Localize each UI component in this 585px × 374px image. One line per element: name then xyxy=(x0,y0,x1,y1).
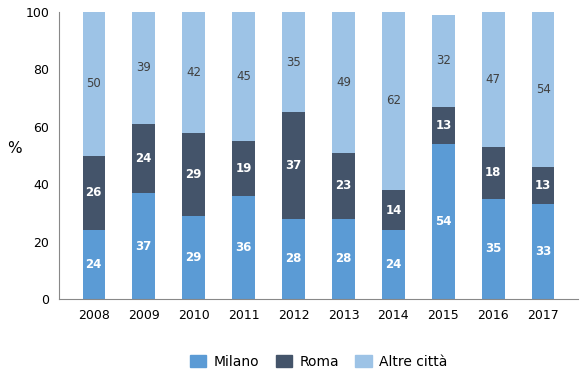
Bar xyxy=(132,124,155,193)
Bar xyxy=(183,12,205,133)
Bar xyxy=(232,12,255,141)
Text: 54: 54 xyxy=(536,83,550,96)
Text: 28: 28 xyxy=(285,252,302,266)
Bar xyxy=(382,190,405,230)
Bar xyxy=(532,167,555,205)
Text: 29: 29 xyxy=(185,168,202,181)
Text: 37: 37 xyxy=(285,159,302,172)
Text: 23: 23 xyxy=(335,179,352,192)
Bar xyxy=(283,113,305,219)
Bar xyxy=(432,107,455,144)
Text: 32: 32 xyxy=(436,54,451,67)
Bar xyxy=(532,205,555,299)
Bar xyxy=(532,12,555,167)
Text: 37: 37 xyxy=(136,240,152,252)
Bar xyxy=(82,12,105,156)
Bar xyxy=(132,12,155,124)
Bar xyxy=(332,219,355,299)
Bar xyxy=(382,12,405,190)
Bar xyxy=(332,12,355,153)
Bar xyxy=(332,153,355,219)
Text: 29: 29 xyxy=(185,251,202,264)
Bar xyxy=(232,196,255,299)
Legend: Milano, Roma, Altre città: Milano, Roma, Altre città xyxy=(184,349,453,374)
Text: 35: 35 xyxy=(286,56,301,69)
Bar xyxy=(432,144,455,299)
Bar xyxy=(183,216,205,299)
Text: 18: 18 xyxy=(485,166,501,179)
Text: 47: 47 xyxy=(486,73,501,86)
Text: 19: 19 xyxy=(235,162,252,175)
Text: 33: 33 xyxy=(535,245,551,258)
Bar xyxy=(382,230,405,299)
Bar xyxy=(132,193,155,299)
Text: 36: 36 xyxy=(235,241,252,254)
Text: 14: 14 xyxy=(386,204,402,217)
Text: 62: 62 xyxy=(386,95,401,107)
Text: 13: 13 xyxy=(435,119,452,132)
Text: 35: 35 xyxy=(485,242,501,255)
Bar xyxy=(82,156,105,230)
Text: 28: 28 xyxy=(335,252,352,266)
Bar xyxy=(482,147,504,199)
Bar xyxy=(232,141,255,196)
Bar xyxy=(82,230,105,299)
Text: 13: 13 xyxy=(535,179,551,192)
Text: 39: 39 xyxy=(136,61,151,74)
Bar xyxy=(482,12,504,147)
Text: 50: 50 xyxy=(87,77,101,90)
Text: 45: 45 xyxy=(236,70,251,83)
Bar xyxy=(183,133,205,216)
Bar xyxy=(283,12,305,113)
Bar xyxy=(283,219,305,299)
Text: 54: 54 xyxy=(435,215,452,228)
Bar xyxy=(482,199,504,299)
Text: 24: 24 xyxy=(136,152,152,165)
Text: 24: 24 xyxy=(85,258,102,271)
Bar xyxy=(432,15,455,107)
Text: 42: 42 xyxy=(186,66,201,79)
Text: 26: 26 xyxy=(85,186,102,199)
Y-axis label: %: % xyxy=(7,141,22,156)
Text: 49: 49 xyxy=(336,76,351,89)
Text: 24: 24 xyxy=(386,258,402,271)
